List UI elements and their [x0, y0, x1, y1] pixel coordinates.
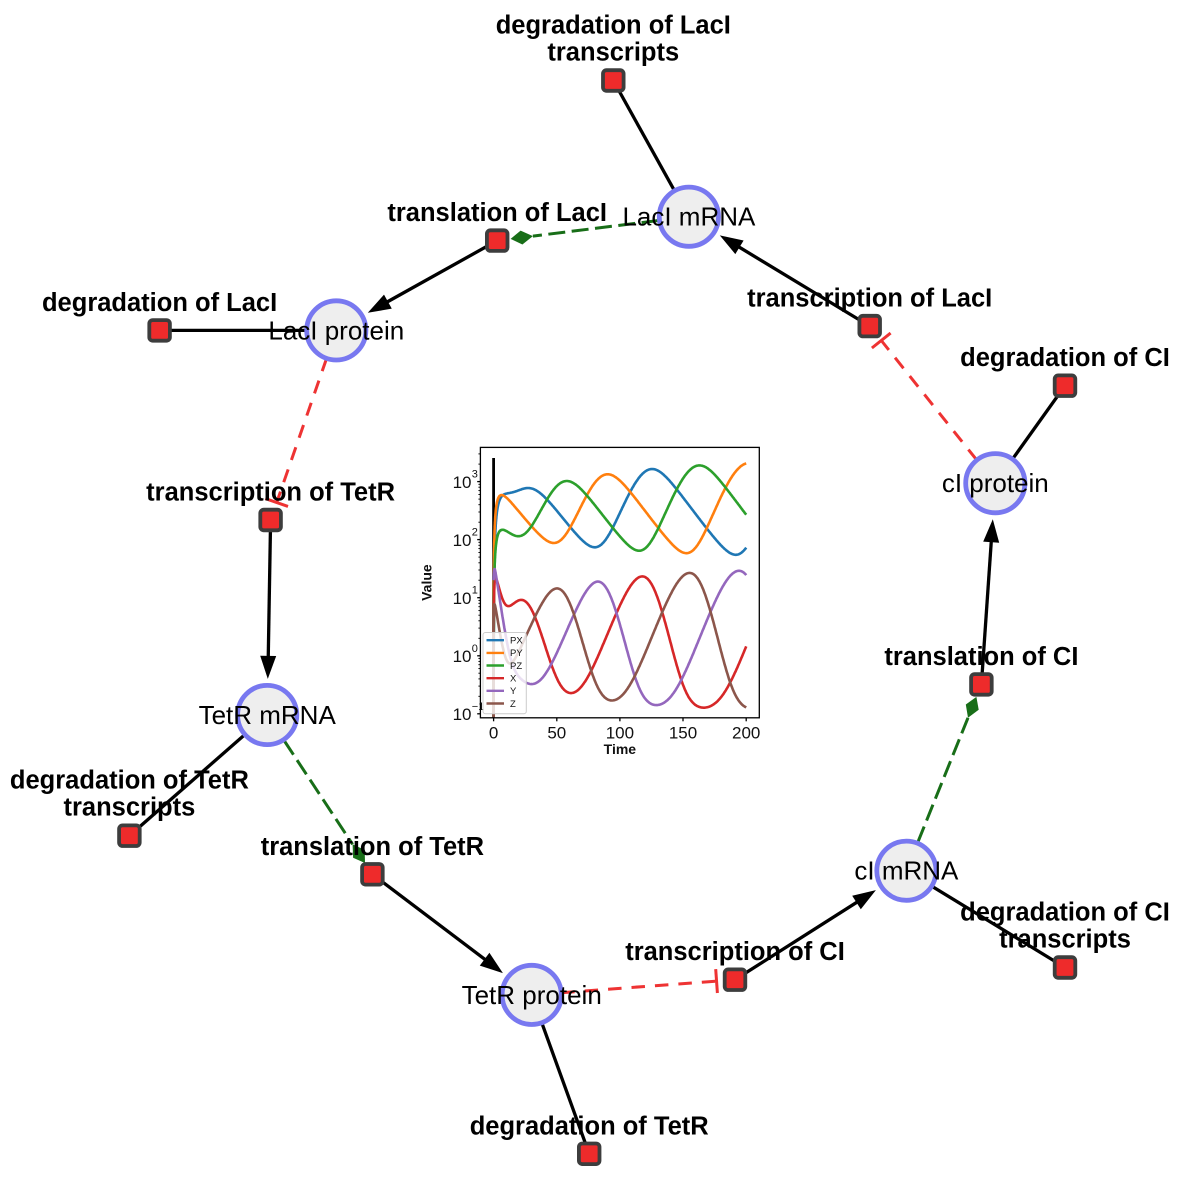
svg-text:degradation of TetR: degradation of TetR	[10, 767, 249, 795]
svg-text:translation of TetR: translation of TetR	[261, 833, 484, 861]
svg-text:transcripts: transcripts	[547, 39, 679, 67]
svg-text:cI protein: cI protein	[942, 468, 1049, 498]
svg-text:Time: Time	[604, 741, 637, 757]
svg-text:cI mRNA: cI mRNA	[854, 856, 959, 886]
svg-text:0: 0	[472, 643, 478, 655]
svg-text:150: 150	[669, 724, 697, 743]
svg-text:degradation of LacI: degradation of LacI	[496, 12, 731, 40]
svg-text:PZ: PZ	[510, 661, 522, 672]
svg-text:translation of LacI: translation of LacI	[387, 199, 607, 227]
svg-text:3: 3	[472, 469, 478, 481]
svg-text:degradation of LacI: degradation of LacI	[42, 289, 277, 317]
svg-text:200: 200	[732, 724, 760, 743]
svg-text:10: 10	[453, 647, 472, 666]
svg-text:1: 1	[472, 585, 478, 597]
svg-text:degradation of TetR: degradation of TetR	[470, 1112, 709, 1140]
svg-text:10: 10	[453, 705, 472, 724]
svg-text:Y: Y	[510, 686, 517, 697]
svg-text:transcription of TetR: transcription of TetR	[146, 479, 395, 507]
svg-text:50: 50	[547, 724, 566, 743]
svg-text:−1: −1	[472, 701, 485, 713]
svg-text:transcripts: transcripts	[999, 926, 1131, 954]
svg-text:0: 0	[489, 724, 498, 743]
svg-text:LacI protein: LacI protein	[268, 315, 404, 345]
svg-text:degradation of CI: degradation of CI	[960, 899, 1170, 927]
svg-text:2: 2	[472, 527, 478, 539]
svg-text:Z: Z	[510, 699, 516, 710]
svg-text:10: 10	[453, 589, 472, 608]
svg-text:PX: PX	[510, 636, 523, 647]
svg-text:X: X	[510, 674, 517, 685]
svg-text:LacI mRNA: LacI mRNA	[622, 202, 756, 232]
svg-text:transcription of LacI: transcription of LacI	[747, 285, 992, 313]
svg-text:degradation of CI: degradation of CI	[960, 344, 1170, 372]
svg-text:transcripts: transcripts	[64, 794, 196, 822]
svg-text:Value: Value	[419, 564, 435, 601]
svg-text:transcription of CI: transcription of CI	[625, 938, 845, 966]
svg-text:10: 10	[453, 531, 472, 550]
svg-text:TetR protein: TetR protein	[462, 980, 602, 1010]
svg-text:100: 100	[606, 724, 634, 743]
svg-text:translation of CI: translation of CI	[884, 643, 1078, 671]
svg-text:PY: PY	[510, 648, 523, 659]
svg-text:10: 10	[453, 473, 472, 492]
svg-text:TetR mRNA: TetR mRNA	[199, 700, 337, 730]
